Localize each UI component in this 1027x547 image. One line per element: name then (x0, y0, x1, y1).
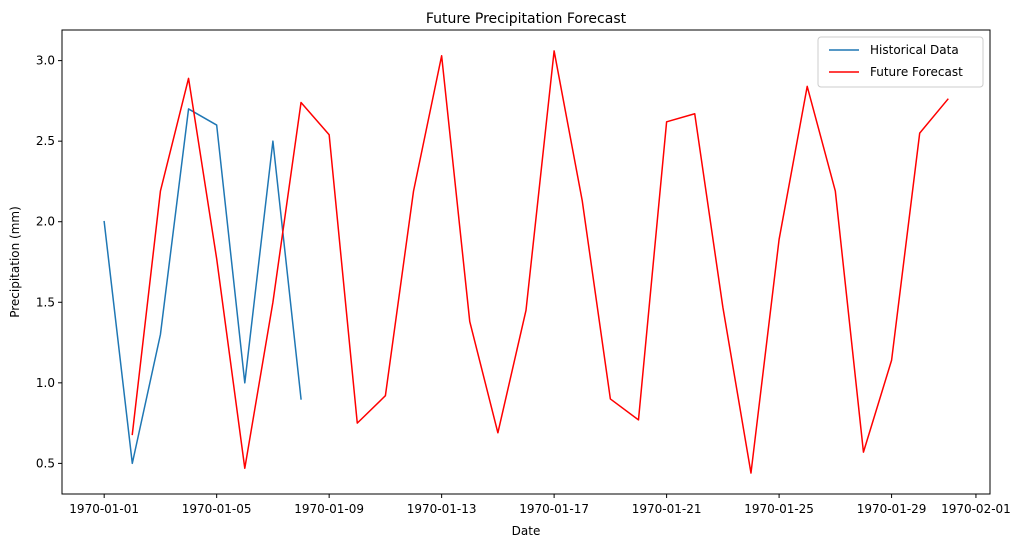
x-tick-label: 1970-01-05 (182, 502, 252, 516)
legend-label-historical: Historical Data (870, 43, 959, 57)
y-tick-label: 3.0 (36, 54, 55, 68)
chart-title: Future Precipitation Forecast (426, 11, 627, 27)
x-tick-label: 1970-01-13 (407, 502, 477, 516)
y-tick-label: 1.0 (36, 376, 55, 390)
x-tick-label: 1970-02-01 (941, 502, 1011, 516)
y-axis-label: Precipitation (mm) (8, 206, 22, 318)
legend-box (817, 36, 984, 88)
x-tick-label: 1970-01-01 (69, 502, 139, 516)
legend: Historical Data Future Forecast (817, 36, 984, 88)
plot-area (61, 29, 991, 495)
y-tick-label: 1.5 (36, 295, 55, 309)
x-tick-label: 1970-01-17 (519, 502, 589, 516)
y-axis: 0.5 1.0 1.5 2.0 2.5 3.0 (36, 54, 62, 470)
y-tick-label: 0.5 (36, 456, 55, 470)
x-tick-label: 1970-01-29 (857, 502, 927, 516)
axes-frame (61, 29, 991, 495)
x-tick-label: 1970-01-21 (632, 502, 702, 516)
x-tick-label: 1970-01-09 (294, 502, 364, 516)
x-tick-label: 1970-01-25 (744, 502, 814, 516)
series-line-forecast (131, 50, 949, 474)
x-axis: 1970-01-01 1970-01-05 1970-01-09 1970-01-13… (69, 494, 1011, 516)
y-tick-label: 2.0 (36, 215, 55, 229)
x-axis-label: Date (512, 524, 541, 538)
series-layer (103, 50, 949, 474)
y-tick-label: 2.5 (36, 134, 55, 148)
series-line-historical (103, 108, 302, 465)
legend-label-forecast: Future Forecast (870, 65, 963, 79)
